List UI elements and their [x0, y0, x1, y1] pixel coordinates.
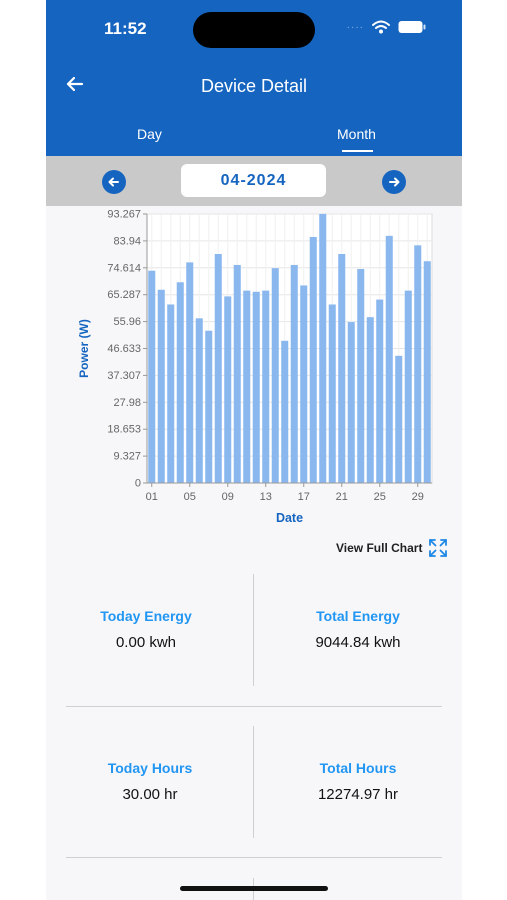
total-hours-label: Total Hours [319, 760, 397, 776]
bar [300, 285, 308, 483]
bar [357, 268, 365, 483]
x-axis-label: Date [276, 511, 303, 525]
bar [328, 304, 336, 483]
bar [262, 290, 270, 483]
bar [414, 245, 422, 483]
cellular-signal-icon: ···· [346, 21, 364, 33]
tab-day[interactable]: Day [137, 126, 162, 142]
bar [309, 236, 317, 483]
bar [366, 317, 374, 483]
bar [176, 282, 184, 483]
bar [404, 290, 412, 483]
page-title: Device Detail [200, 76, 308, 96]
stats-divider-vertical [253, 726, 254, 838]
battery-icon [398, 21, 426, 33]
y-tick-label: 27.98 [113, 397, 141, 409]
y-tick-label: 0 [135, 478, 141, 490]
bar [271, 268, 279, 483]
bar [290, 264, 298, 483]
today-energy-card: Today Energy 0.00 kwh [53, 608, 239, 651]
power-bar-chart: 0 9.327 18.653 27.98 37.307 46.633 55.96 65.287… [77, 209, 433, 525]
y-tick-label: 18.653 [107, 424, 141, 436]
total-hours-value: 12274.97 hr [317, 786, 399, 803]
x-tick-label: 21 [336, 491, 348, 503]
total-hours-card: Total Hours 12274.97 hr [265, 760, 451, 803]
tab-month[interactable]: Month [337, 126, 376, 142]
home-indicator [180, 886, 328, 891]
y-tick-label: 83.94 [113, 235, 141, 247]
status-time: 11:52 [104, 19, 147, 38]
date-navigation-bar: 04-2024 [46, 156, 462, 206]
bar [186, 262, 194, 483]
today-energy-label: Today Energy [100, 608, 192, 624]
total-energy-value: 9044.84 kwh [315, 634, 401, 651]
bar [157, 289, 165, 483]
bar [167, 304, 175, 483]
back-button[interactable] [64, 72, 86, 96]
x-tick-label: 13 [260, 491, 272, 503]
today-energy-value: 0.00 kwh [115, 634, 177, 651]
x-tick-label: 17 [298, 491, 310, 503]
bar [338, 253, 346, 483]
bar [385, 235, 393, 483]
arrow-left-icon [66, 76, 84, 92]
y-tick-label: 37.307 [107, 370, 141, 382]
bar [423, 261, 431, 483]
total-energy-card: Total Energy 9044.84 kwh [265, 608, 451, 651]
y-tick-label: 74.614 [107, 262, 141, 274]
y-tick-label: 9.327 [113, 451, 141, 463]
x-tick-label: 05 [184, 491, 196, 503]
stats-divider-horizontal [66, 857, 442, 858]
bar [376, 299, 384, 483]
y-tick-label: 65.287 [107, 289, 141, 301]
stats-divider-vertical [253, 574, 254, 686]
arrow-left-circle-icon [108, 177, 119, 187]
bar [252, 291, 260, 483]
app-header: 11:52 ···· Device Detail [46, 0, 462, 156]
y-tick-label: 46.633 [107, 343, 141, 355]
previous-month-button[interactable] [102, 170, 126, 194]
today-hours-value: 30.00 hr [122, 786, 178, 803]
dynamic-island [193, 12, 315, 48]
x-tick-label: 09 [222, 491, 234, 503]
x-tick-label: 29 [412, 491, 424, 503]
bar [224, 296, 232, 483]
bar [243, 290, 251, 483]
y-axis-label: Power (W) [77, 319, 91, 378]
view-full-chart-label: View Full Chart [336, 541, 423, 555]
arrow-right-circle-icon [389, 177, 400, 187]
view-full-chart-button[interactable]: View Full Chart [336, 538, 448, 558]
bar [233, 264, 241, 483]
wifi-icon [372, 20, 390, 34]
bar [205, 330, 213, 483]
bar [214, 253, 222, 483]
today-hours-card: Today Hours 30.00 hr [57, 760, 243, 803]
bar [319, 213, 327, 483]
bar [395, 355, 403, 483]
y-tick-label: 55.96 [113, 316, 141, 328]
x-tick-label: 01 [146, 491, 158, 503]
phone-screen: 11:52 ···· Device Detail [46, 0, 462, 900]
bar [195, 318, 203, 483]
expand-icon [429, 539, 448, 557]
x-tick-label: 25 [374, 491, 386, 503]
next-month-button[interactable] [382, 170, 406, 194]
active-tab-indicator [342, 150, 373, 152]
y-tick-label: 93.267 [107, 209, 141, 221]
stats-divider-horizontal [66, 706, 442, 707]
status-icons: ···· [347, 20, 426, 34]
bar [148, 270, 156, 483]
bar [281, 340, 289, 483]
month-selector[interactable]: 04-2024 [181, 164, 326, 197]
today-hours-label: Today Hours [107, 760, 193, 776]
bar [347, 322, 355, 483]
total-energy-label: Total Energy [316, 608, 400, 624]
